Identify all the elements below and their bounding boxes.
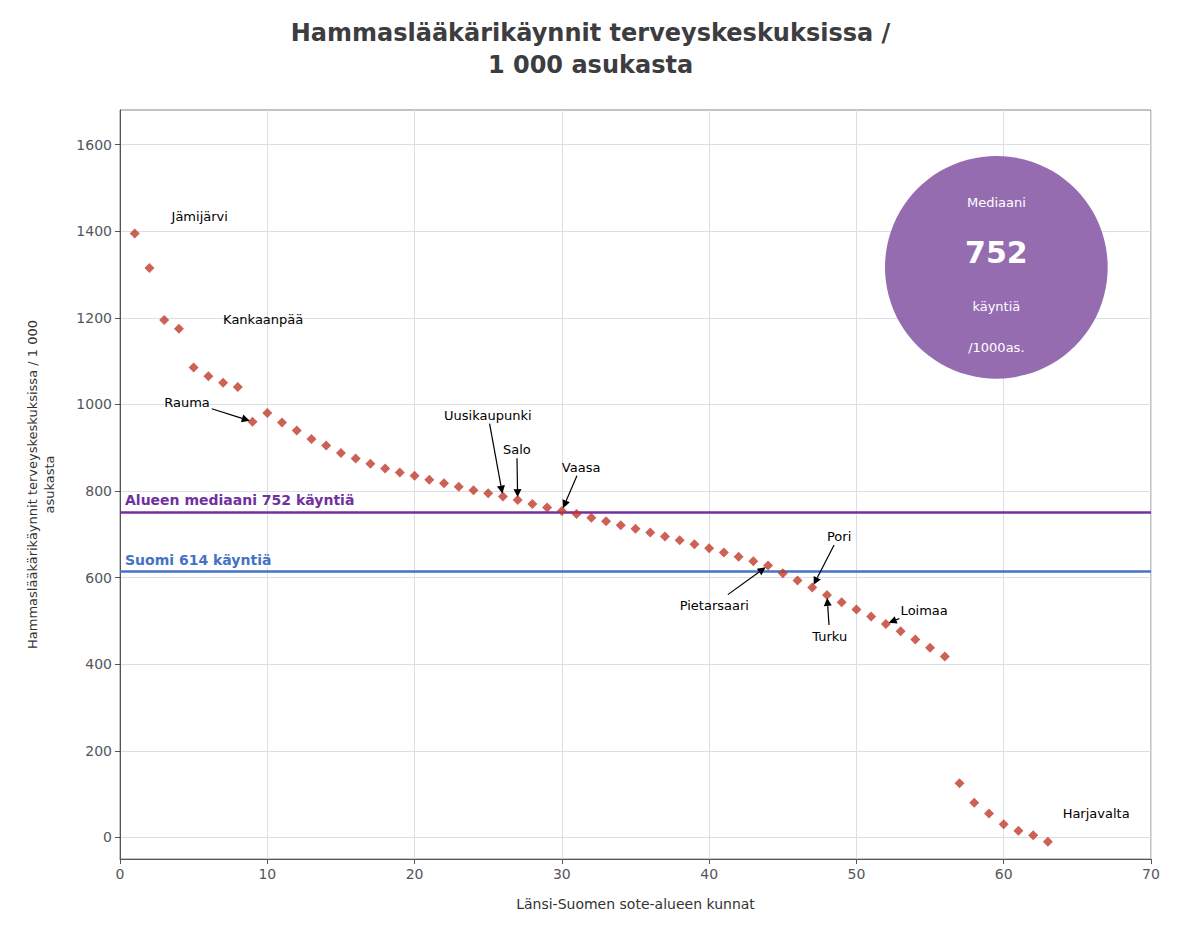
- svg-text:400: 400: [85, 656, 112, 672]
- svg-text:Suomi 614 käyntiä: Suomi 614 käyntiä: [125, 552, 271, 568]
- svg-text:Harjavalta: Harjavalta: [1063, 806, 1130, 821]
- svg-text:600: 600: [85, 570, 112, 586]
- svg-text:200: 200: [85, 743, 112, 759]
- svg-text:Uusikaupunki: Uusikaupunki: [444, 408, 532, 423]
- svg-text:20: 20: [406, 866, 424, 882]
- svg-text:60: 60: [995, 866, 1013, 882]
- svg-text:40: 40: [700, 866, 718, 882]
- svg-text:0: 0: [103, 829, 112, 845]
- svg-text:Jämijärvi: Jämijärvi: [171, 209, 228, 224]
- svg-text:Vaasa: Vaasa: [562, 460, 601, 475]
- svg-text:Salo: Salo: [503, 442, 531, 457]
- svg-text:1400: 1400: [76, 223, 112, 239]
- svg-text:Alueen mediaani 752 käyntiä: Alueen mediaani 752 käyntiä: [125, 492, 354, 508]
- svg-text:1 000 asukasta: 1 000 asukasta: [488, 51, 693, 79]
- svg-text:käyntiä: käyntiä: [972, 299, 1020, 314]
- svg-text:10: 10: [258, 866, 276, 882]
- svg-text:Mediaani: Mediaani: [967, 195, 1026, 210]
- svg-text:752: 752: [965, 235, 1028, 270]
- svg-text:800: 800: [85, 483, 112, 499]
- svg-text:Loimaa: Loimaa: [901, 603, 948, 618]
- svg-text:1200: 1200: [76, 310, 112, 326]
- svg-text:Kankaanpää: Kankaanpää: [223, 312, 303, 327]
- svg-text:70: 70: [1142, 866, 1160, 882]
- svg-text:Länsi-Suomen sote-alueen kunna: Länsi-Suomen sote-alueen kunnat: [516, 896, 755, 912]
- svg-text:0: 0: [116, 866, 125, 882]
- svg-text:Hammaslääkärikäynnit terveyske: Hammaslääkärikäynnit terveyskeskuksissa …: [291, 19, 891, 47]
- svg-text:/1000as.: /1000as.: [968, 340, 1024, 355]
- svg-text:Pietarsaari: Pietarsaari: [680, 598, 749, 613]
- svg-text:Turku: Turku: [811, 629, 847, 644]
- svg-text:Hammaslääkärikäynnit terveyske: Hammaslääkärikäynnit terveyskeskuksissa …: [25, 320, 40, 649]
- svg-text:30: 30: [553, 866, 571, 882]
- svg-text:Rauma: Rauma: [164, 395, 210, 410]
- svg-text:asukasta: asukasta: [42, 455, 57, 513]
- svg-text:1600: 1600: [76, 137, 112, 153]
- svg-text:50: 50: [848, 866, 866, 882]
- svg-text:Pori: Pori: [827, 529, 851, 544]
- svg-text:1000: 1000: [76, 396, 112, 412]
